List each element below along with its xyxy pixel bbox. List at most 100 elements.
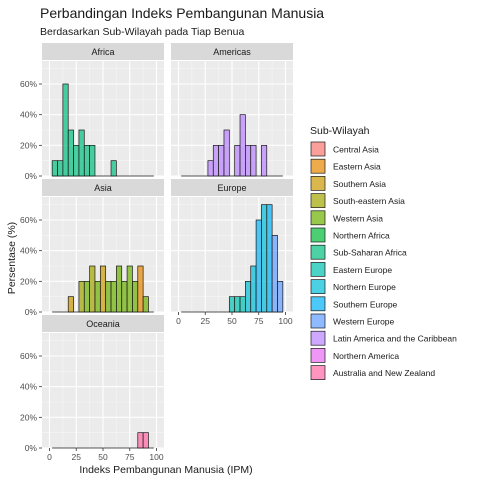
histogram-bar (223, 129, 230, 177)
facet-europe: Europe 0 25 50 75 100 (171, 179, 293, 326)
histogram-bar (89, 265, 96, 313)
histogram-bar (234, 296, 241, 313)
facet-strip-label: Asia (94, 183, 112, 193)
y-tick-label: 60% (20, 215, 37, 225)
facet-strip (42, 179, 164, 196)
histogram-bar (116, 265, 123, 313)
y-tick-label: 0% (25, 171, 38, 181)
facet-strip-label: Africa (91, 47, 114, 57)
x-tick-label: 100 (278, 316, 292, 326)
legend-key (310, 348, 326, 363)
legend-key (310, 176, 326, 191)
histogram-bar (110, 280, 117, 313)
histogram-bar (57, 160, 64, 177)
histogram-bar (99, 265, 107, 313)
chart-subtitle: Berdasarkan Sub-Wilayah pada Tiap Benua (40, 26, 244, 38)
y-tick-label: 20% (20, 412, 37, 422)
y-tick-label: 0% (25, 443, 38, 453)
y-axis-title: Persentase (%) (6, 222, 18, 294)
histogram-bar (218, 144, 225, 177)
histogram-bar (78, 280, 85, 313)
histogram-bar (137, 432, 144, 449)
y-tick-label: 40% (20, 110, 37, 120)
y-tick-label: 20% (20, 276, 37, 286)
histogram-bar (83, 144, 90, 177)
x-tick-label: 100 (149, 452, 163, 462)
histogram-bar (142, 296, 149, 313)
histogram-bar (132, 280, 139, 313)
histogram-bar (234, 144, 241, 177)
facet-strip (171, 179, 293, 196)
histogram-bar (255, 219, 262, 313)
legend-key (310, 158, 326, 174)
legend-key (310, 193, 326, 208)
histogram-bar (121, 280, 128, 313)
y-tick-label: 20% (20, 140, 37, 150)
histogram-bar (207, 160, 214, 177)
legend-label: Sub-Saharan Africa (333, 248, 407, 258)
legend-label: Southern Europe (333, 299, 398, 309)
legend-title: Sub-Wilayah (310, 125, 370, 137)
histogram-bar (94, 280, 101, 313)
x-tick-label: 75 (254, 316, 264, 326)
legend-label: Western Europe (333, 317, 395, 327)
legend-label: Northern Africa (333, 231, 390, 241)
x-tick-label: 0 (47, 452, 52, 462)
legend-key (310, 210, 326, 226)
x-axis-title: Indeks Pembangunan Manusia (IPM) (79, 464, 252, 476)
histogram-bar (261, 204, 268, 313)
y-tick-label: 40% (20, 246, 37, 256)
x-tick-label: 25 (201, 316, 211, 326)
legend-label: Southern Asia (333, 179, 386, 189)
facet-africa: Africa 0% 20% 40% 60% (20, 43, 164, 181)
histogram-bar (137, 265, 144, 313)
legend-key (310, 279, 326, 294)
histogram-bar (62, 83, 69, 177)
histogram-bar (239, 296, 246, 313)
facet-strip-label: Americas (213, 47, 251, 57)
legend-key (310, 365, 326, 380)
histogram-bar (266, 204, 273, 313)
legend-label: Central Asia (333, 145, 379, 155)
histogram-bar (250, 144, 257, 177)
histogram-bar (212, 144, 219, 177)
x-tick-label: 0 (176, 316, 181, 326)
legend-key (310, 141, 326, 157)
legend-label: South-eastern Asia (333, 196, 405, 206)
legend-label: Eastern Europe (333, 265, 392, 275)
chart-title: Perbandingan Indeks Pembangunan Manusia (40, 5, 324, 21)
legend-key (310, 227, 326, 243)
facet-strip-label: Oceania (86, 319, 120, 329)
legend-label: Western Asia (333, 213, 383, 223)
facet-strip (42, 315, 164, 332)
histogram-bar (271, 234, 278, 313)
legend-key (310, 244, 326, 260)
histogram-bar (73, 144, 80, 177)
facet-strip-label: Europe (217, 183, 246, 193)
x-tick-label: 25 (72, 452, 82, 462)
facet-strip (171, 43, 293, 60)
legend-label: Northern America (333, 351, 399, 361)
facet-panels: Africa 0% 20% 40% 60% Americas Asia 0% 20% 40% 60%… (20, 43, 293, 462)
y-tick-label: 60% (20, 351, 37, 361)
histogram-bar (261, 144, 268, 177)
legend-label: Eastern Asia (333, 162, 381, 172)
facet-americas: Americas (171, 43, 293, 177)
facet-oceania: Oceania 0% 20% 40% 60% 0 25 50 75 100 (20, 315, 164, 462)
histogram-bar (228, 296, 236, 313)
legend-key (310, 262, 326, 277)
facet-strip (42, 43, 164, 60)
histogram-bar (78, 129, 85, 177)
legend-label: Latin America and the Caribbean (333, 334, 457, 344)
histogram-bar (51, 160, 58, 177)
y-tick-label: 40% (20, 382, 37, 392)
histogram-bar (67, 296, 74, 313)
histogram-bar (126, 265, 133, 313)
histogram-bar (277, 280, 284, 313)
legend-key (310, 330, 326, 346)
legend-label: Northern Europe (333, 282, 396, 292)
histogram-bar (89, 144, 96, 177)
legend-key (310, 313, 326, 329)
y-tick-label: 60% (20, 79, 37, 89)
legend-key (310, 296, 326, 312)
